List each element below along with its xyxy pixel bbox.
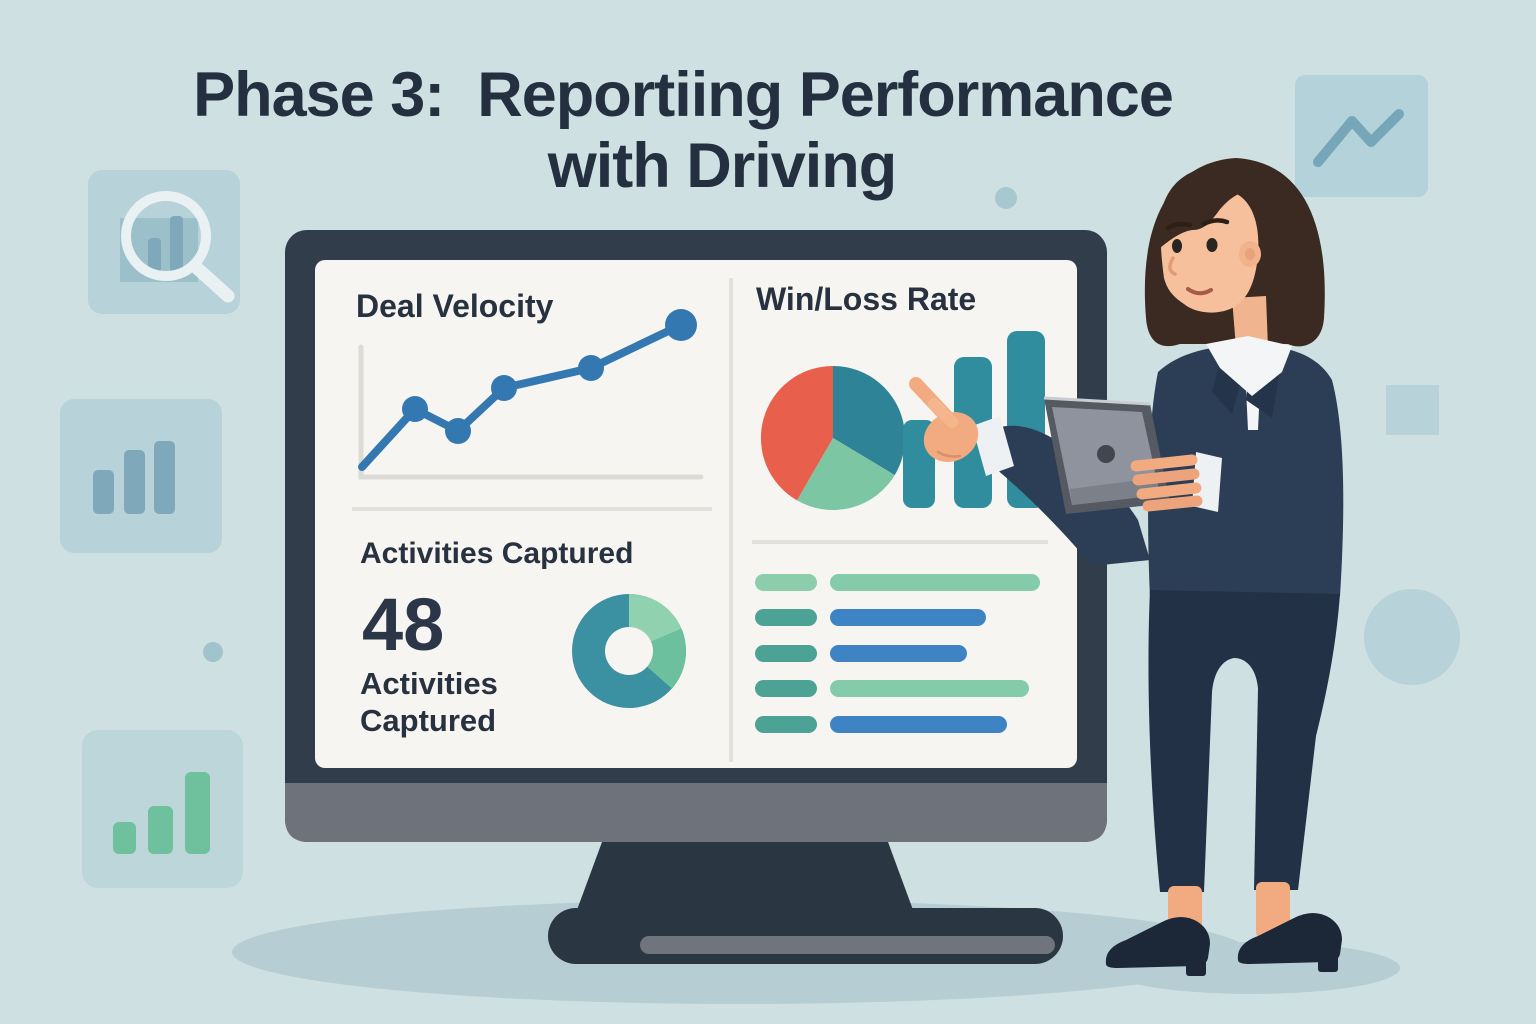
holding-arm (1130, 428, 1336, 516)
monitor-stand-neck (574, 842, 916, 918)
pants (1148, 590, 1340, 892)
thumb (928, 398, 958, 428)
activities-value: 48 (362, 583, 444, 666)
activities-donut-chart (572, 594, 686, 708)
ankle-right (1256, 882, 1290, 938)
face-features (1165, 218, 1230, 296)
shoe-left (1105, 917, 1210, 976)
title-line-1: Phase 3: Reportiing Performance (193, 60, 1173, 130)
shirt-cuff (972, 416, 1014, 476)
eye-left (1172, 239, 1182, 253)
trend-line-icon (1295, 75, 1428, 197)
list-row (755, 716, 1007, 733)
magnifier-chart-icon (88, 170, 240, 314)
line-chart-dots (402, 309, 697, 444)
list-pill-label (755, 609, 817, 626)
list-pill-label (755, 645, 817, 662)
monitor-chin (285, 783, 1107, 842)
knuckle-line (936, 450, 962, 458)
list-pill-value (830, 574, 1040, 591)
donut-hole (605, 627, 653, 675)
eyebrow-left (1165, 221, 1193, 231)
activities-caption-2: Captured (360, 703, 496, 738)
dot-shape (203, 642, 223, 662)
circle-shape (1364, 589, 1460, 685)
list-pill-value (830, 609, 986, 626)
list-row (755, 574, 1040, 591)
page-title: Phase 3: Reportiing Performance with Dri… (193, 60, 1174, 201)
hand-fist (923, 412, 979, 462)
nose (1168, 256, 1177, 276)
monitor-stand-base-highlight (640, 936, 1055, 954)
growth-bars-icon (82, 730, 243, 888)
pie-slice-coral (760, 365, 833, 501)
dot-shape (995, 187, 1017, 209)
tablet-edge-highlight (1043, 396, 1151, 406)
list-row (755, 680, 1029, 697)
list-panel (755, 574, 1040, 733)
eye-right (1206, 238, 1218, 252)
line-chart-axis (358, 344, 704, 480)
list-pill-label (755, 716, 817, 733)
list-pill-label (755, 680, 817, 697)
square-shape (1386, 385, 1439, 435)
hair-fringe (1159, 165, 1266, 248)
dashboard: Deal Velocity Win/Loss Rate (352, 278, 1048, 762)
background-decorations (60, 75, 1460, 888)
line-chart-line (358, 321, 685, 471)
tablet-camera-icon (1097, 445, 1115, 463)
deal-velocity-title: Deal Velocity (356, 288, 554, 324)
pie-slice-green (797, 438, 895, 511)
activities-panel: Activities Captured 48 Activities Captur… (360, 537, 686, 738)
businesswoman-figure (909, 158, 1344, 976)
shirt-collar (1206, 336, 1292, 396)
shoe-right (1237, 913, 1342, 972)
win-loss-title: Win/Loss Rate (756, 281, 976, 317)
win-loss-pie-chart (760, 365, 905, 511)
pie-slice-teal (833, 366, 905, 476)
activities-title: Activities Captured (360, 537, 633, 570)
activities-caption-1: Activities (360, 666, 498, 701)
list-pill-value (830, 716, 1007, 733)
eyebrow-right (1201, 218, 1230, 227)
ear-inner (1245, 248, 1255, 260)
win-loss-panel: Win/Loss Rate (756, 281, 1045, 511)
list-pill-value (830, 645, 967, 662)
bar-chart-icon (60, 399, 222, 553)
holding-arm-sleeve (1218, 428, 1336, 516)
list-row (755, 645, 967, 662)
title-line-2: with Driving (547, 131, 897, 201)
holding-fingers (1130, 454, 1203, 512)
list-pill-value (830, 680, 1029, 697)
donut-slice-seafoam (629, 628, 686, 689)
deal-velocity-panel: Deal Velocity (356, 288, 704, 480)
list-row (755, 609, 986, 626)
list-pill-label (755, 574, 817, 591)
mouth-smile (1186, 287, 1213, 296)
